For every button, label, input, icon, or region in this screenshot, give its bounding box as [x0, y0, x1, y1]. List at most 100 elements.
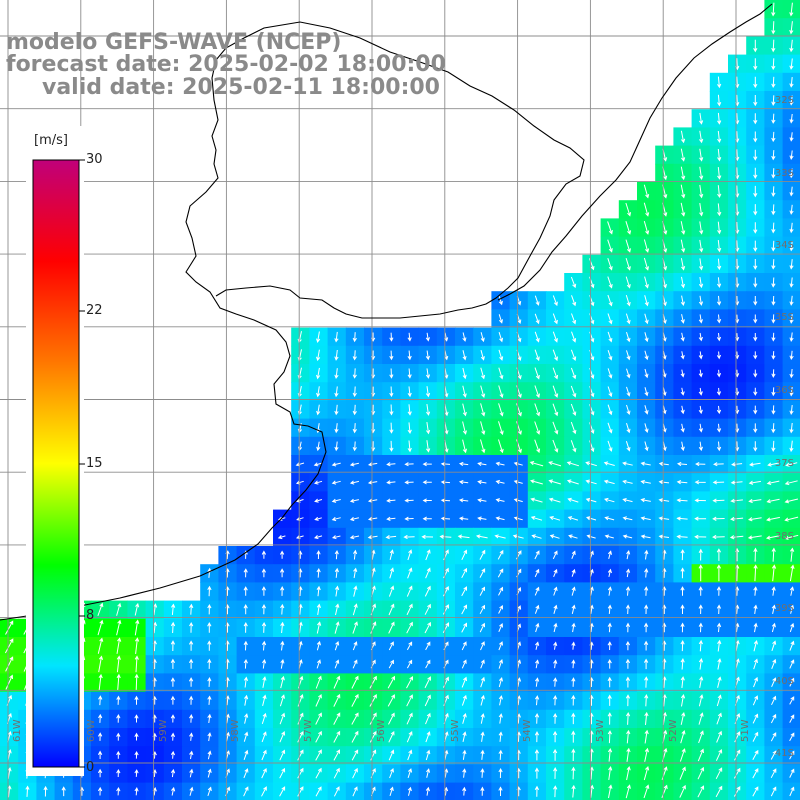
- wind-arrow: [407, 768, 413, 779]
- wind-arrow: [771, 222, 776, 234]
- wind-arrow: [458, 516, 469, 521]
- wind-arrow: [789, 564, 795, 582]
- wind-arrow: [571, 295, 577, 307]
- wind-arrow: [406, 731, 413, 743]
- wind-arrow: [189, 603, 194, 615]
- wind-arrow: [243, 676, 249, 688]
- wind-arrow: [570, 421, 577, 435]
- wind-arrow: [170, 695, 176, 705]
- wind-arrow: [553, 695, 558, 706]
- wind-arrow: [697, 766, 705, 780]
- lon-label: 55W: [450, 719, 461, 742]
- wind-arrow: [134, 695, 139, 705]
- wind-arrow: [571, 730, 576, 743]
- wind-arrow: [603, 461, 615, 466]
- wind-arrow: [498, 586, 504, 596]
- wind-arrow: [790, 604, 795, 614]
- wind-arrow: [170, 768, 176, 778]
- wind-arrow: [717, 130, 722, 144]
- wind-arrow: [334, 441, 339, 452]
- wind-arrow: [116, 786, 121, 796]
- wind-arrow: [626, 350, 631, 361]
- wind-arrow: [553, 568, 558, 577]
- wind-arrow: [352, 332, 357, 343]
- wind-arrow: [389, 422, 394, 434]
- wind-arrow: [644, 747, 649, 762]
- wind-arrow: [116, 714, 121, 723]
- wind-arrow: [771, 547, 776, 562]
- wind-arrow: [697, 748, 704, 762]
- wind-arrow: [753, 58, 758, 71]
- wind-arrow: [4, 638, 14, 654]
- wind-arrow: [280, 675, 285, 689]
- wind-arrow: [716, 604, 722, 615]
- wind-arrow: [367, 535, 378, 540]
- wind-arrow: [316, 441, 321, 452]
- wind-arrow: [369, 693, 377, 707]
- wind-arrow: [626, 729, 631, 744]
- wind-arrow: [712, 480, 725, 485]
- wind-arrow: [424, 603, 431, 615]
- wind-arrow: [640, 498, 651, 503]
- wind-arrow: [571, 568, 576, 577]
- lon-label: 59W: [158, 719, 169, 742]
- wind-arrow: [789, 547, 795, 562]
- wind-arrow: [770, 732, 777, 742]
- wind-arrow: [753, 296, 758, 306]
- wind-arrow: [734, 731, 741, 743]
- wind-arrow: [716, 351, 722, 360]
- wind-arrow: [625, 441, 631, 452]
- wind-arrow: [351, 749, 359, 761]
- wind-arrow: [680, 295, 685, 307]
- wind-arrow: [679, 748, 686, 762]
- wind-arrow: [752, 749, 759, 761]
- lon-label: 51W: [740, 719, 751, 742]
- wind-arrow: [458, 498, 469, 503]
- wind-arrow: [386, 516, 396, 521]
- wind-arrow: [662, 405, 667, 415]
- lat-label: 32S: [774, 95, 794, 106]
- wind-arrow: [567, 497, 579, 503]
- wind-arrow: [189, 786, 194, 796]
- wind-arrow: [622, 516, 633, 521]
- wind-arrow: [571, 659, 576, 669]
- wind-arrow: [553, 604, 558, 614]
- wind-arrow: [607, 350, 613, 361]
- wind-arrow: [243, 568, 248, 578]
- wind-arrow: [425, 386, 431, 398]
- wind-arrow: [676, 498, 688, 503]
- wind-arrow: [607, 604, 612, 614]
- wind-arrow: [753, 95, 758, 107]
- wind-arrow: [389, 440, 394, 452]
- wind-arrow: [752, 713, 759, 724]
- colorbar-unit: [m/s]: [34, 133, 68, 148]
- wind-arrow: [771, 39, 776, 53]
- wind-arrow: [717, 76, 722, 89]
- wind-arrow: [262, 658, 267, 669]
- wind-arrow: [498, 604, 503, 614]
- wind-arrow: [334, 659, 340, 669]
- wind-arrow: [717, 112, 722, 125]
- wind-arrow: [625, 313, 631, 325]
- wind-arrow: [789, 39, 794, 53]
- wind-arrow: [480, 332, 485, 343]
- wind-arrow: [771, 204, 776, 216]
- wind-arrow: [61, 786, 66, 797]
- wind-arrow: [680, 640, 685, 652]
- wind-arrow: [425, 641, 431, 651]
- wind-arrow: [789, 186, 794, 197]
- wind-arrow: [643, 784, 650, 799]
- wind-arrow: [640, 534, 651, 539]
- wind-arrow: [352, 368, 357, 379]
- wind-arrow: [315, 693, 322, 707]
- wind-arrow: [607, 658, 612, 669]
- wind-arrow: [694, 534, 707, 539]
- wind-arrow: [407, 567, 413, 579]
- wind-arrow: [607, 694, 612, 706]
- wind-arrow: [771, 131, 776, 143]
- wind-arrow: [712, 516, 725, 521]
- wind-arrow: [480, 713, 485, 724]
- wind-arrow: [626, 386, 631, 397]
- wind-arrow: [386, 498, 396, 503]
- wind-arrow: [680, 586, 685, 596]
